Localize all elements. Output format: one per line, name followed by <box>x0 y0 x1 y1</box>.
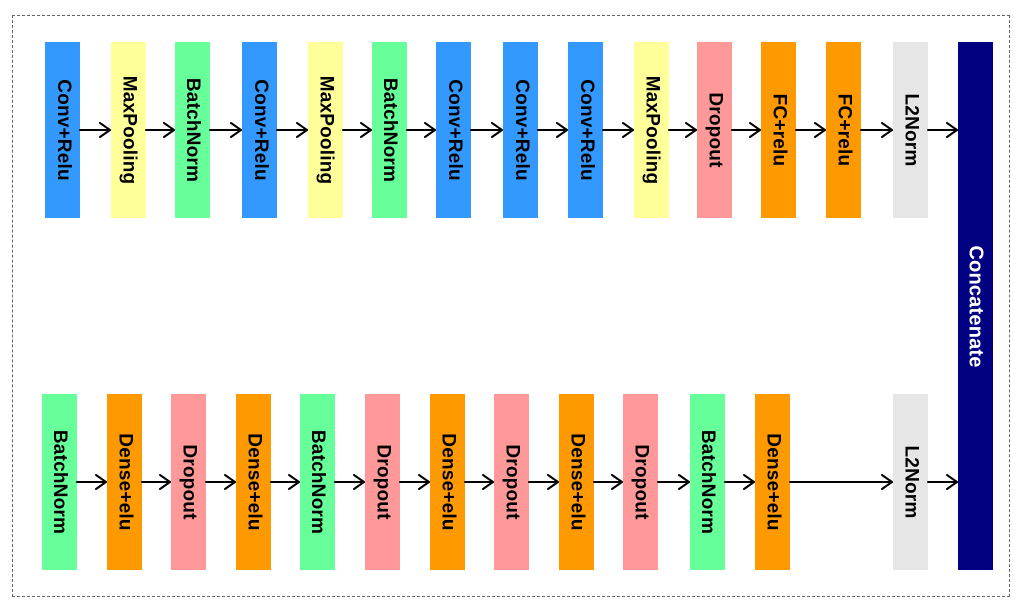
top-block-7: Conv+Relu <box>436 42 471 218</box>
top-block-8: Conv+Relu <box>503 42 538 218</box>
bottom-block-13: L2Norm <box>893 394 928 570</box>
diagram-frame <box>12 15 1010 597</box>
bottom-block-8-label: Dropout <box>501 444 523 520</box>
bottom-block-4: Dense+elu <box>236 394 271 570</box>
bottom-block-2: Dense+elu <box>107 394 142 570</box>
bottom-block-9: Dense+elu <box>559 394 594 570</box>
bottom-block-4-label: Dense+elu <box>243 433 265 531</box>
bottom-block-7-label: Dense+elu <box>437 433 459 531</box>
top-block-12: FC+relu <box>761 42 796 218</box>
bottom-block-3: Dropout <box>171 394 206 570</box>
bottom-block-12: Dense+elu <box>755 394 790 570</box>
bottom-block-3-label: Dropout <box>178 444 200 520</box>
top-block-14: L2Norm <box>893 42 928 218</box>
top-block-11-label: Dropout <box>704 92 726 168</box>
top-block-9: Conv+Relu <box>568 42 603 218</box>
bottom-block-9-label: Dense+elu <box>566 433 588 531</box>
top-block-5: MaxPooling <box>308 42 343 218</box>
bottom-block-6-label: Dropout <box>372 444 394 520</box>
top-block-8-label: Conv+Relu <box>510 79 532 181</box>
top-block-2: MaxPooling <box>111 42 146 218</box>
bottom-block-10-label: Dropout <box>630 444 652 520</box>
top-block-6-label: BatchNorm <box>379 77 401 183</box>
top-block-4: Conv+Relu <box>242 42 277 218</box>
bottom-block-11: BatchNorm <box>690 394 725 570</box>
top-block-5-label: MaxPooling <box>315 75 337 185</box>
bottom-block-10: Dropout <box>623 394 658 570</box>
top-block-3-label: BatchNorm <box>182 77 204 183</box>
top-block-11: Dropout <box>697 42 732 218</box>
bottom-block-1: BatchNorm <box>42 394 77 570</box>
bottom-block-6: Dropout <box>365 394 400 570</box>
concatenate-block: Concatenate <box>958 42 993 570</box>
top-block-2-label: MaxPooling <box>118 75 140 185</box>
top-block-7-label: Conv+Relu <box>443 79 465 181</box>
bottom-block-8: Dropout <box>494 394 529 570</box>
top-block-6: BatchNorm <box>372 42 407 218</box>
top-block-14-label: L2Norm <box>900 93 922 167</box>
concatenate-label: Concatenate <box>965 244 988 368</box>
bottom-block-7: Dense+elu <box>430 394 465 570</box>
top-block-1: Conv+Relu <box>45 42 80 218</box>
top-block-12-label: FC+relu <box>768 93 790 167</box>
top-block-1-label: Conv+Relu <box>52 79 74 181</box>
bottom-block-1-label: BatchNorm <box>49 429 71 535</box>
bottom-block-5-label: BatchNorm <box>307 429 329 535</box>
top-block-4-label: Conv+Relu <box>249 79 271 181</box>
bottom-block-13-label: L2Norm <box>900 445 922 519</box>
top-block-13: FC+relu <box>826 42 861 218</box>
top-block-9-label: Conv+Relu <box>575 79 597 181</box>
bottom-block-11-label: BatchNorm <box>697 429 719 535</box>
top-block-10: MaxPooling <box>634 42 669 218</box>
top-block-10-label: MaxPooling <box>641 75 663 185</box>
bottom-block-2-label: Dense+elu <box>114 433 136 531</box>
bottom-block-5: BatchNorm <box>300 394 335 570</box>
top-block-13-label: FC+relu <box>833 93 855 167</box>
top-block-3: BatchNorm <box>175 42 210 218</box>
bottom-block-12-label: Dense+elu <box>762 433 784 531</box>
